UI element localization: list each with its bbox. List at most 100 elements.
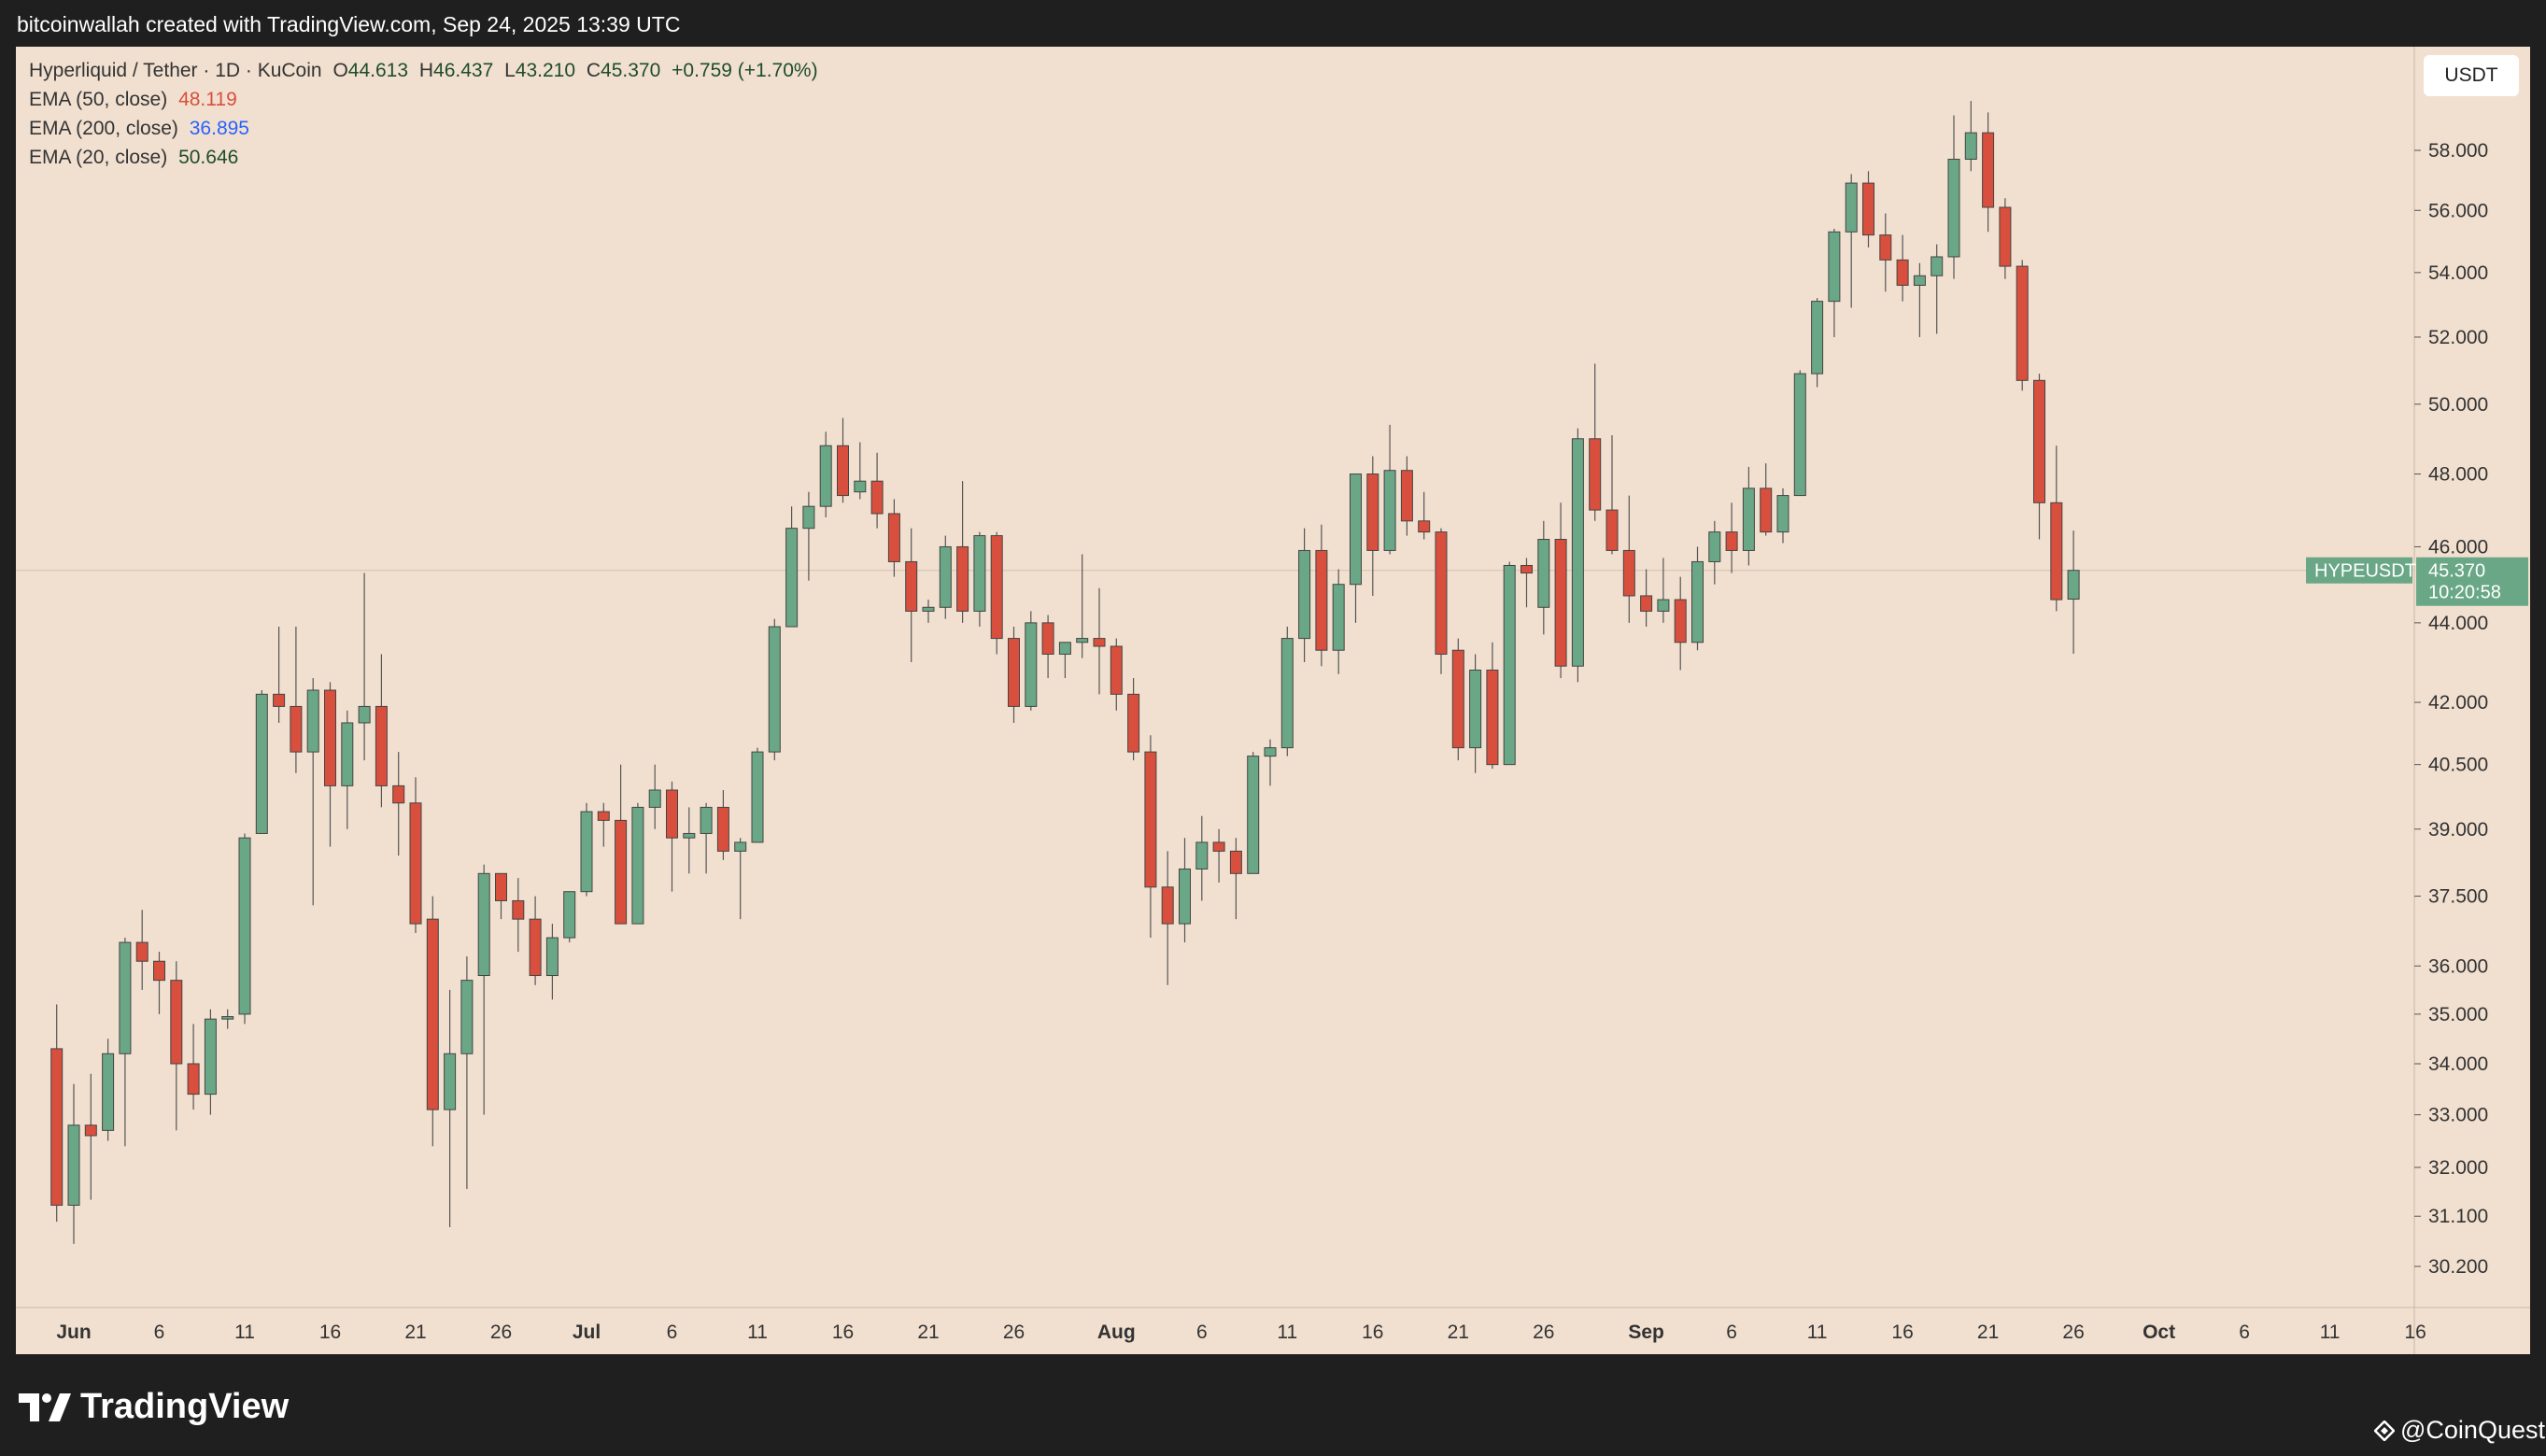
candle-body[interactable] <box>1418 520 1431 533</box>
candle-body[interactable] <box>1622 549 1635 597</box>
candle-body[interactable] <box>1828 231 1841 303</box>
candle-body[interactable] <box>221 1016 234 1020</box>
candle-body[interactable] <box>1964 132 1977 160</box>
candle-body[interactable] <box>1451 649 1464 749</box>
candle-body[interactable] <box>1931 256 1944 276</box>
candle-body[interactable] <box>135 941 149 962</box>
candle-body[interactable] <box>1332 584 1345 651</box>
candle-body[interactable] <box>1589 438 1602 511</box>
candle-body[interactable] <box>1469 669 1482 749</box>
ema-20-legend[interactable]: EMA (20, close) 50.646 <box>29 147 244 169</box>
candle-body[interactable] <box>495 872 507 901</box>
candle-body[interactable] <box>1521 564 1533 574</box>
candle-body[interactable] <box>290 705 303 753</box>
candle-body[interactable] <box>1008 638 1020 707</box>
candle-body[interactable] <box>939 545 952 608</box>
candle-body[interactable] <box>802 505 815 530</box>
candle-body[interactable] <box>990 535 1003 640</box>
candle-body[interactable] <box>1742 488 1755 551</box>
candle-body[interactable] <box>597 811 610 821</box>
candle-body[interactable] <box>1247 756 1260 874</box>
candle-body[interactable] <box>306 689 319 753</box>
candle-body[interactable] <box>563 891 576 939</box>
candle-body[interactable] <box>751 751 764 843</box>
candle-body[interactable] <box>1144 751 1157 888</box>
candle-body[interactable] <box>119 941 132 1054</box>
candle-body[interactable] <box>1879 234 1892 261</box>
candle-body[interactable] <box>170 980 183 1065</box>
candle-body[interactable] <box>1999 206 2012 267</box>
candle-body[interactable] <box>1503 564 1516 766</box>
candle-body[interactable] <box>1657 599 1670 612</box>
candle-body[interactable] <box>631 806 644 925</box>
candle-body[interactable] <box>734 841 747 852</box>
candle-body[interactable] <box>1161 886 1174 925</box>
candle-body[interactable] <box>905 560 918 612</box>
candle-body[interactable] <box>1127 693 1140 753</box>
candle-body[interactable] <box>854 480 867 493</box>
candle-body[interactable] <box>716 806 729 852</box>
candle-body[interactable] <box>444 1053 457 1110</box>
candle-body[interactable] <box>1110 645 1123 695</box>
candle-body[interactable] <box>1537 539 1550 608</box>
candle-body[interactable] <box>1845 182 1858 233</box>
candle-body[interactable] <box>1315 549 1328 651</box>
currency-button[interactable]: USDT <box>2424 55 2519 96</box>
candle-body[interactable] <box>50 1048 64 1207</box>
candle-body[interactable] <box>1776 495 1789 533</box>
candle-body[interactable] <box>153 960 165 982</box>
candle-body[interactable] <box>1862 182 1874 236</box>
candle-body[interactable] <box>255 693 268 834</box>
candle-body[interactable] <box>1093 638 1106 647</box>
chart-frame[interactable]: 58.000 56.000 54.000 52.000 50.000 48.000 46.0… <box>16 47 2530 1354</box>
candle-body[interactable] <box>2033 379 2045 503</box>
candle-body[interactable] <box>1554 539 1567 667</box>
candle-body[interactable] <box>1298 549 1311 640</box>
candle-body[interactable] <box>1691 560 1704 643</box>
candle-body[interactable] <box>837 445 849 497</box>
candle-body[interactable] <box>870 480 884 515</box>
candle-body[interactable] <box>460 980 474 1054</box>
candle-body[interactable] <box>324 689 336 786</box>
candle-body[interactable] <box>392 785 405 804</box>
candle-body[interactable] <box>1058 642 1071 655</box>
candle-body[interactable] <box>1041 622 1054 655</box>
candle-body[interactable] <box>922 606 935 612</box>
price-scale[interactable] <box>2414 47 2530 1354</box>
tradingview-logo[interactable]: TradingView <box>19 1387 289 1427</box>
candle-body[interactable] <box>2016 265 2029 381</box>
candle-body[interactable] <box>529 918 542 977</box>
candle-body[interactable] <box>1179 869 1191 925</box>
candle-body[interactable] <box>1708 531 1721 562</box>
candle-body[interactable] <box>67 1124 80 1207</box>
candle-body[interactable] <box>1195 841 1209 870</box>
candle-body[interactable] <box>580 811 593 893</box>
candle-body[interactable] <box>1896 259 1909 286</box>
candle-body[interactable] <box>1674 599 1687 643</box>
candle-body[interactable] <box>1435 531 1448 655</box>
ema-200-legend[interactable]: EMA (200, close) 36.895 <box>29 118 255 140</box>
candle-body[interactable] <box>785 528 799 628</box>
candle-body[interactable] <box>84 1124 97 1137</box>
candle-body[interactable] <box>1212 841 1225 852</box>
candle-body[interactable] <box>615 819 628 925</box>
candle-body[interactable] <box>238 837 251 1015</box>
candle-body[interactable] <box>1366 474 1379 551</box>
candle-body[interactable] <box>1811 301 1824 375</box>
candle-body[interactable] <box>1913 275 1926 286</box>
candle-body[interactable] <box>204 1018 217 1096</box>
candle-body[interactable] <box>1486 669 1499 766</box>
candle-body[interactable] <box>341 722 354 786</box>
candle-body[interactable] <box>187 1063 200 1096</box>
candle-body[interactable] <box>375 705 388 786</box>
candle-body[interactable] <box>1947 158 1960 258</box>
ema-50-legend[interactable]: EMA (50, close) 48.119 <box>29 89 243 111</box>
candle-body[interactable] <box>1400 470 1413 522</box>
candle-body[interactable] <box>1264 747 1277 757</box>
candle-body[interactable] <box>358 705 371 724</box>
candle-body[interactable] <box>973 535 986 612</box>
candlestick-chart[interactable]: 58.000 56.000 54.000 52.000 50.000 48.000 46.0… <box>16 47 2530 1354</box>
candle-body[interactable] <box>2067 570 2080 601</box>
candle-body[interactable] <box>1760 488 1773 533</box>
candle-body[interactable] <box>1350 474 1362 586</box>
